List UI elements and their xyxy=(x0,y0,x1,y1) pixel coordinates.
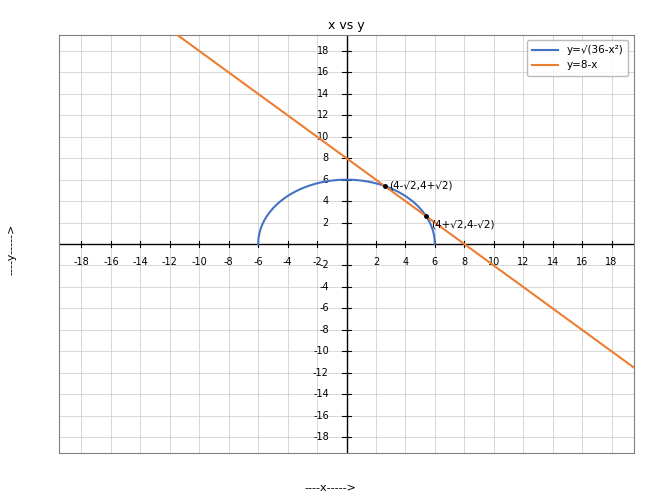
Text: -18: -18 xyxy=(74,257,89,267)
Text: -12: -12 xyxy=(313,368,329,378)
Text: -8: -8 xyxy=(319,325,329,335)
Text: 10: 10 xyxy=(317,132,329,142)
Legend: y=√(36-x²), y=8-x: y=√(36-x²), y=8-x xyxy=(527,40,628,76)
Text: 4: 4 xyxy=(323,196,329,206)
Text: 8: 8 xyxy=(323,153,329,163)
Text: 14: 14 xyxy=(546,257,559,267)
Text: 16: 16 xyxy=(317,67,329,77)
Text: -4: -4 xyxy=(282,257,292,267)
Text: -6: -6 xyxy=(319,303,329,313)
Text: 4: 4 xyxy=(403,257,409,267)
Text: 16: 16 xyxy=(576,257,588,267)
Text: -14: -14 xyxy=(133,257,148,267)
Text: -12: -12 xyxy=(162,257,178,267)
Text: 14: 14 xyxy=(317,89,329,99)
Text: -14: -14 xyxy=(313,389,329,399)
Text: 12: 12 xyxy=(517,257,529,267)
Text: ----x----->: ----x-----> xyxy=(304,483,356,493)
Text: -6: -6 xyxy=(253,257,263,267)
Text: -2: -2 xyxy=(319,260,329,270)
Text: 8: 8 xyxy=(461,257,467,267)
Text: -10: -10 xyxy=(313,346,329,356)
Title: x vs y: x vs y xyxy=(328,19,365,32)
Text: -10: -10 xyxy=(191,257,207,267)
Text: 12: 12 xyxy=(316,110,329,121)
Text: 6: 6 xyxy=(323,175,329,185)
Text: -4: -4 xyxy=(319,282,329,292)
Text: 18: 18 xyxy=(605,257,618,267)
Text: -2: -2 xyxy=(312,257,322,267)
Text: 10: 10 xyxy=(488,257,500,267)
Text: 2: 2 xyxy=(323,218,329,228)
Text: -16: -16 xyxy=(313,411,329,421)
Text: -16: -16 xyxy=(103,257,119,267)
Text: 2: 2 xyxy=(373,257,379,267)
Text: (4+√2,4-√2): (4+√2,4-√2) xyxy=(430,220,494,230)
Text: -18: -18 xyxy=(313,432,329,442)
Text: 6: 6 xyxy=(432,257,438,267)
Text: 18: 18 xyxy=(317,46,329,56)
Text: ----y----->: ----y-----> xyxy=(7,223,16,275)
Text: (4-√2,4+√2): (4-√2,4+√2) xyxy=(389,181,453,191)
Text: -8: -8 xyxy=(224,257,234,267)
